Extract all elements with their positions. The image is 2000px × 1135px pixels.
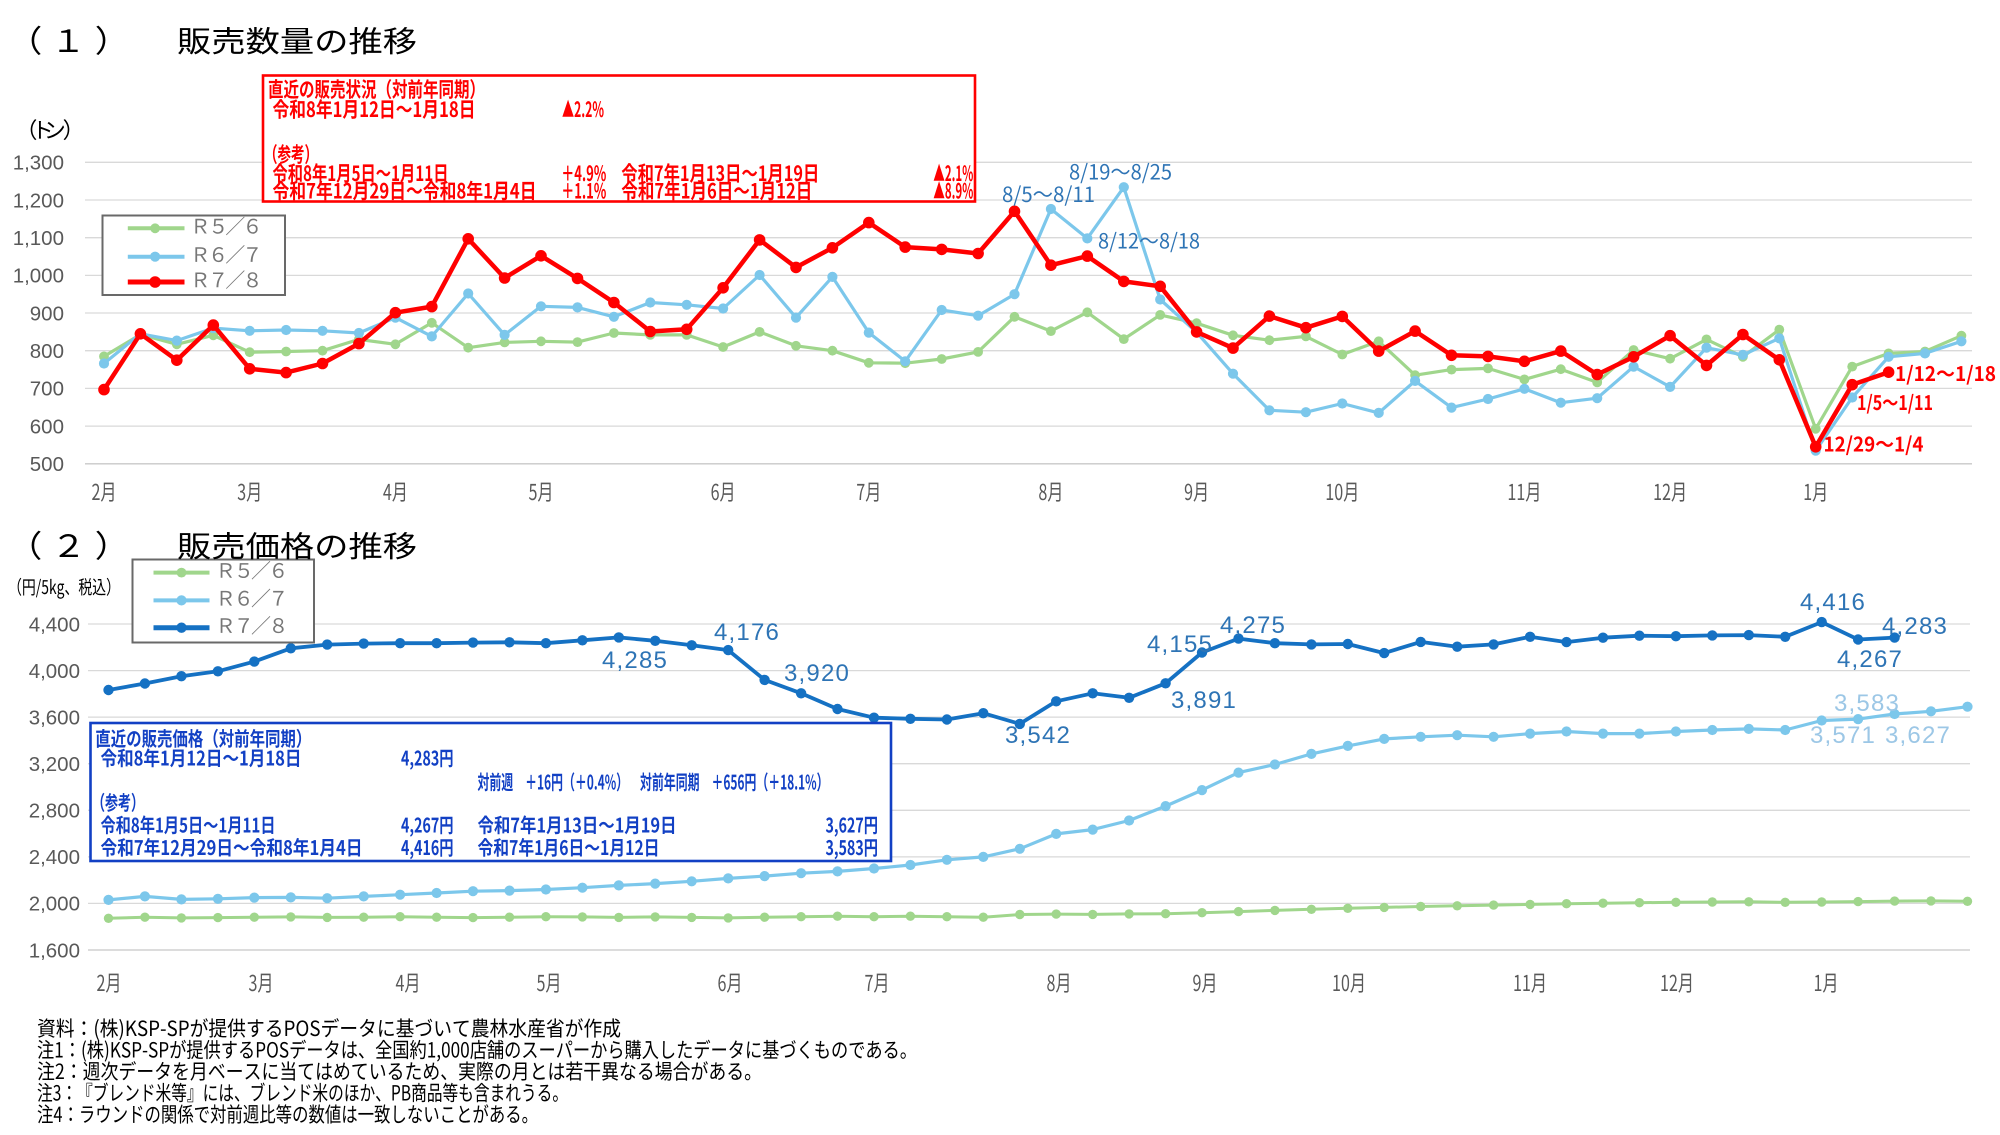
svg-text:500: 500 [30, 453, 64, 476]
svg-text:4,267: 4,267 [1837, 646, 1903, 673]
svg-text:4,283: 4,283 [1882, 613, 1948, 640]
svg-text:3,583: 3,583 [1834, 690, 1900, 717]
svg-text:2,400: 2,400 [29, 846, 80, 869]
svg-text:4,000: 4,000 [29, 660, 80, 683]
svg-text:4,155: 4,155 [1147, 631, 1213, 658]
svg-text:3,542: 3,542 [1005, 722, 1071, 749]
svg-text:4,400: 4,400 [29, 613, 80, 636]
svg-text:3,200: 3,200 [29, 753, 80, 776]
svg-text:700: 700 [30, 378, 64, 401]
svg-text:1,300: 1,300 [13, 152, 64, 175]
svg-text:1,600: 1,600 [29, 939, 80, 962]
svg-text:1,100: 1,100 [13, 227, 64, 250]
svg-text:4,275: 4,275 [1220, 612, 1286, 639]
svg-text:4,176: 4,176 [714, 619, 780, 646]
svg-text:2,800: 2,800 [29, 800, 80, 823]
svg-text:3,920: 3,920 [784, 660, 850, 687]
svg-text:3,571: 3,571 [1810, 722, 1876, 749]
svg-text:4,285: 4,285 [602, 647, 668, 674]
svg-text:800: 800 [30, 340, 64, 363]
svg-text:900: 900 [30, 302, 64, 325]
svg-text:3,891: 3,891 [1171, 687, 1237, 714]
svg-text:1,200: 1,200 [13, 189, 64, 212]
svg-text:3,627: 3,627 [1885, 722, 1951, 749]
svg-text:600: 600 [30, 415, 64, 438]
svg-text:1,000: 1,000 [13, 265, 64, 288]
svg-text:2,000: 2,000 [29, 893, 80, 916]
svg-text:4,416: 4,416 [1800, 589, 1866, 616]
svg-text:3,600: 3,600 [29, 706, 80, 729]
